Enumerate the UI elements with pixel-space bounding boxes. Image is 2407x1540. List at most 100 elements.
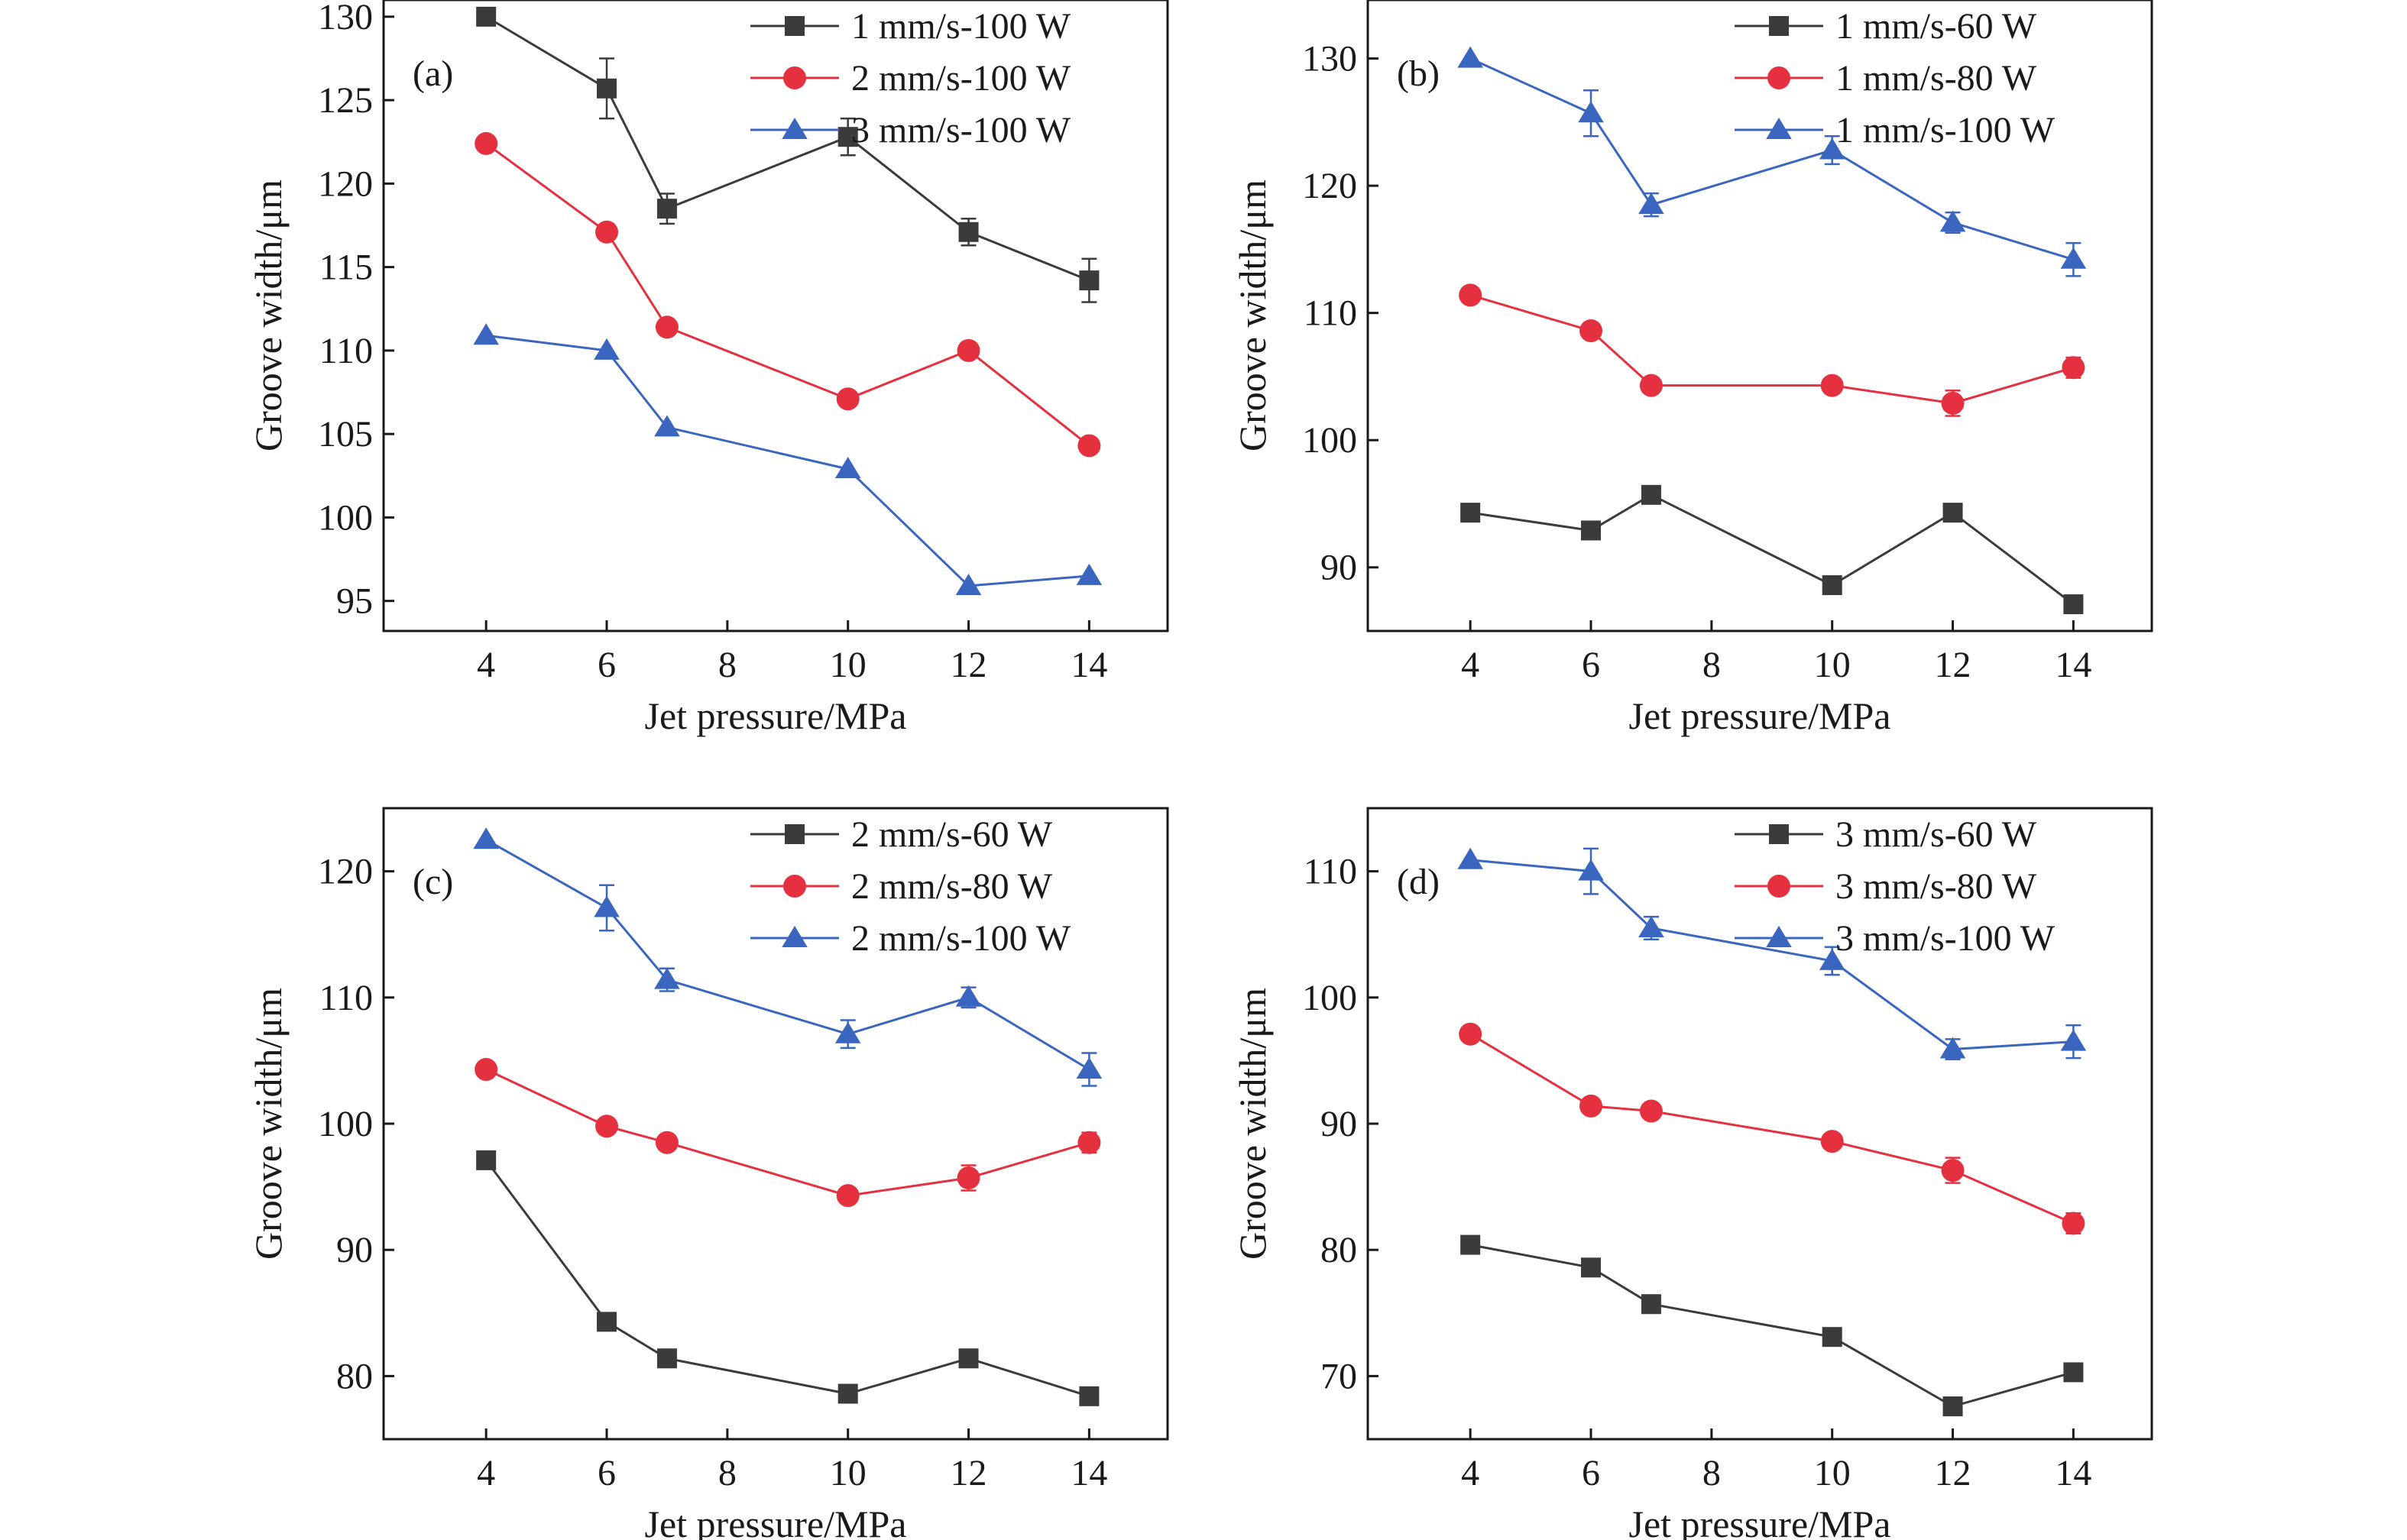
x-tick-label: 8 xyxy=(718,1453,737,1493)
legend: 1 mm/s-100 W 2 mm/s-100 W 3 mm/s-100 W xyxy=(750,6,1071,150)
data-point xyxy=(1641,1294,1661,1315)
legend-marker xyxy=(1766,118,1792,139)
legend-label: 3 mm/s-100 W xyxy=(851,110,1071,150)
series-3 xyxy=(473,827,1103,1087)
data-point xyxy=(1459,1022,1482,1046)
data-point xyxy=(957,338,980,362)
legend-marker xyxy=(1767,875,1790,898)
x-tick-label: 4 xyxy=(477,1453,495,1493)
series-1 xyxy=(1460,1234,2084,1417)
data-point xyxy=(1460,503,1481,523)
data-point xyxy=(476,1150,497,1170)
legend-marker xyxy=(782,926,808,947)
data-point xyxy=(836,387,860,411)
data-point xyxy=(1578,859,1604,881)
legend-label: 2 mm/s-80 W xyxy=(851,866,1053,907)
panel-label: (c) xyxy=(413,862,453,902)
data-point xyxy=(1459,283,1482,307)
data-point xyxy=(1581,520,1602,541)
x-tick-label: 4 xyxy=(477,645,495,685)
legend-label: 1 mm/s-100 W xyxy=(851,6,1071,47)
legend-label: 3 mm/s-80 W xyxy=(1835,866,2037,907)
y-tick-label: 90 xyxy=(1320,1104,1357,1144)
y-tick-label: 120 xyxy=(1302,166,1357,206)
series-line xyxy=(485,1068,1090,1197)
data-point xyxy=(1077,1131,1101,1154)
series-line xyxy=(485,334,1090,587)
y-tick-label: 100 xyxy=(318,497,373,538)
series-line xyxy=(1469,293,2074,405)
series-line xyxy=(1469,1033,2075,1225)
data-point xyxy=(1819,948,1845,970)
data-point xyxy=(1820,374,1844,397)
data-point xyxy=(1579,319,1603,342)
data-point xyxy=(595,1115,619,1138)
y-axis-title: Groove width/μm xyxy=(247,180,290,451)
data-point xyxy=(594,895,620,917)
y-tick-label: 80 xyxy=(1320,1230,1357,1270)
x-tick-label: 8 xyxy=(718,645,737,685)
series-3 xyxy=(473,323,1103,595)
data-point xyxy=(1820,1130,1844,1153)
x-tick-label: 6 xyxy=(598,645,616,685)
legend-label: 3 mm/s-60 W xyxy=(1835,814,2037,855)
series-line xyxy=(1469,57,2074,261)
data-point xyxy=(1639,374,1663,397)
data-point xyxy=(597,1312,617,1332)
data-point xyxy=(2062,1212,2085,1235)
y-axis-title: Groove width/μm xyxy=(1231,988,1274,1260)
y-tick-label: 100 xyxy=(318,1104,373,1144)
y-tick-label: 120 xyxy=(318,163,373,204)
series-line xyxy=(485,142,1090,447)
chart-panel-c: 4 6 8 10 12 14 80 90 100 110 120 Jet pressure/MPa Gr… xyxy=(247,807,1169,1540)
data-point xyxy=(654,967,680,989)
series-2 xyxy=(475,1057,1101,1208)
data-point xyxy=(837,127,858,147)
y-tick-label: 110 xyxy=(1304,852,1357,892)
data-point xyxy=(654,415,680,437)
data-point xyxy=(1076,1056,1103,1079)
legend-marker xyxy=(783,875,806,898)
legend-label: 3 mm/s-100 W xyxy=(1835,918,2056,959)
legend-label: 2 mm/s-100 W xyxy=(851,918,1071,959)
chart-panel-b: 4 6 8 10 12 14 90 100 110 120 130 Jet pressure/MPa G… xyxy=(1231,0,2153,737)
legend-marker xyxy=(1767,66,1790,89)
x-axis-title: Jet pressure/MPa xyxy=(1629,1503,1891,1540)
data-point xyxy=(1079,270,1100,291)
x-axis-title: Jet pressure/MPa xyxy=(645,1503,907,1540)
data-point xyxy=(1942,503,1963,523)
y-tick-label: 110 xyxy=(319,978,373,1018)
data-point xyxy=(1457,46,1483,68)
y-tick-label: 100 xyxy=(1302,420,1357,461)
legend-label: 1 mm/s-100 W xyxy=(1835,110,2056,150)
chart-panel-d: 4 6 8 10 12 14 70 80 90 100 110 Jet pressure/MPa Gro… xyxy=(1231,807,2153,1540)
data-point xyxy=(1579,1094,1603,1118)
series-line xyxy=(485,15,1090,282)
data-point xyxy=(1076,563,1103,585)
data-point xyxy=(2062,356,2085,380)
data-point xyxy=(476,6,497,27)
legend: 2 mm/s-60 W 2 mm/s-80 W 2 mm/s-100 W xyxy=(750,814,1071,959)
x-tick-label: 14 xyxy=(2055,1453,2091,1493)
data-point xyxy=(2063,594,2084,615)
data-point xyxy=(1079,1386,1100,1406)
x-axis-title: Jet pressure/MPa xyxy=(645,694,907,737)
plot-frame xyxy=(382,0,1169,632)
data-point xyxy=(834,1021,861,1043)
series-line xyxy=(1470,859,2074,1051)
y-tick-label: 130 xyxy=(1302,39,1357,79)
data-point xyxy=(475,131,498,155)
y-tick-label: 100 xyxy=(1302,978,1357,1018)
x-tick-label: 8 xyxy=(1702,645,1721,685)
legend-label: 2 mm/s-100 W xyxy=(851,58,1071,99)
y-tick-label: 70 xyxy=(1320,1356,1357,1396)
y-axis-title: Groove width/μm xyxy=(247,988,290,1260)
data-point xyxy=(1638,915,1664,937)
panel-label: (b) xyxy=(1397,53,1440,94)
data-point xyxy=(1460,1234,1481,1255)
y-tick-label: 110 xyxy=(319,331,373,371)
data-point xyxy=(1942,1396,1963,1417)
y-tick-label: 105 xyxy=(318,414,373,455)
series-2 xyxy=(475,131,1101,458)
